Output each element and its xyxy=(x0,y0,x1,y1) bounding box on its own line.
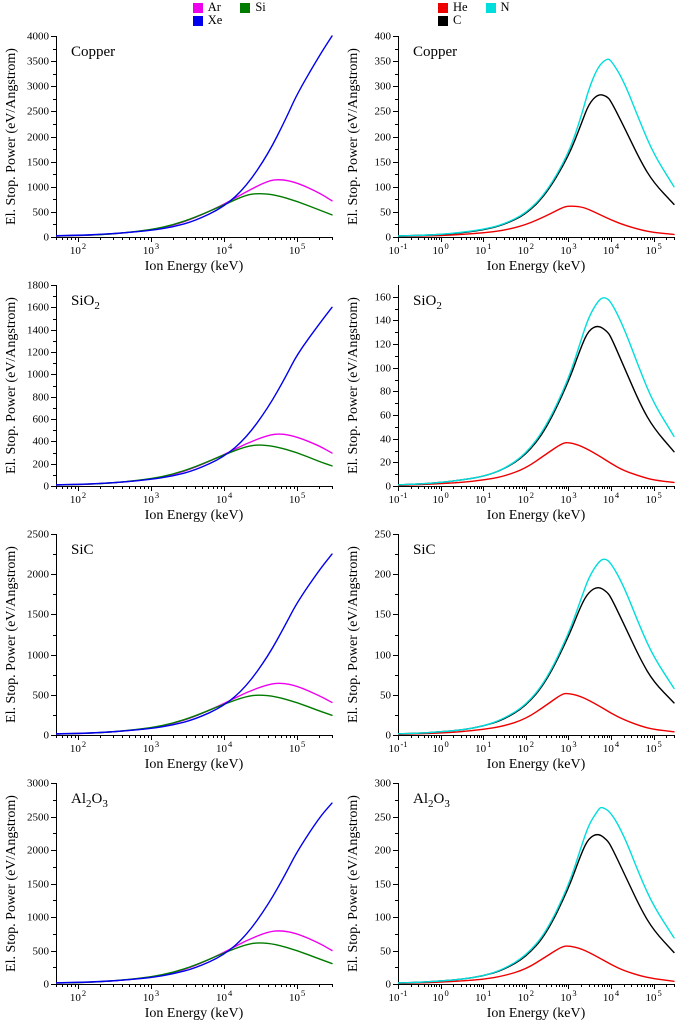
legend-item-xe: Xe xyxy=(192,13,223,27)
chart-copper-light-ions xyxy=(342,28,684,277)
legend-label: C xyxy=(452,13,462,27)
legend-label: N xyxy=(500,0,510,14)
chart-copper-heavy-ions xyxy=(0,28,342,277)
legend-item-n: N xyxy=(485,0,510,14)
chart-al2o3-heavy-ions xyxy=(0,775,342,1024)
chart-sio2-light-ions xyxy=(342,277,684,526)
legend-item-si: Si xyxy=(240,0,266,14)
chart-canvas-al2o3-heavy-ions xyxy=(0,775,342,1024)
chart-canvas-sio2-heavy-ions xyxy=(0,277,342,526)
legend-label: He xyxy=(452,0,468,14)
legend-swatch xyxy=(437,15,448,26)
legend-swatch xyxy=(192,2,203,13)
legend-item-he: He xyxy=(437,0,468,14)
chart-sio2-heavy-ions xyxy=(0,277,342,526)
chart-al2o3-light-ions xyxy=(342,775,684,1024)
chart-sic-heavy-ions xyxy=(0,526,342,775)
legend-label: Ar xyxy=(207,0,221,14)
chart-canvas-sio2-light-ions xyxy=(342,277,684,526)
legend-label: Xe xyxy=(207,13,223,27)
legend-label: Si xyxy=(255,0,266,14)
chart-canvas-al2o3-light-ions xyxy=(342,775,684,1024)
legend-swatch xyxy=(437,2,448,13)
legend-row: Ar Si Xe He N C xyxy=(0,0,685,28)
chart-canvas-sic-light-ions xyxy=(342,526,684,775)
legend-swatch xyxy=(485,2,496,13)
legend-light-ions: He N C xyxy=(437,0,510,27)
legend-item-ar: Ar xyxy=(192,0,223,14)
chart-sic-light-ions xyxy=(342,526,684,775)
legend-heavy-ions: Ar Si Xe xyxy=(192,0,266,27)
chart-canvas-copper-heavy-ions xyxy=(0,28,342,277)
chart-canvas-copper-light-ions xyxy=(342,28,684,277)
chart-grid xyxy=(0,28,685,1024)
chart-canvas-sic-heavy-ions xyxy=(0,526,342,775)
legend-swatch xyxy=(192,15,203,26)
legend-item-c: C xyxy=(437,13,468,27)
legend-swatch xyxy=(240,2,251,13)
